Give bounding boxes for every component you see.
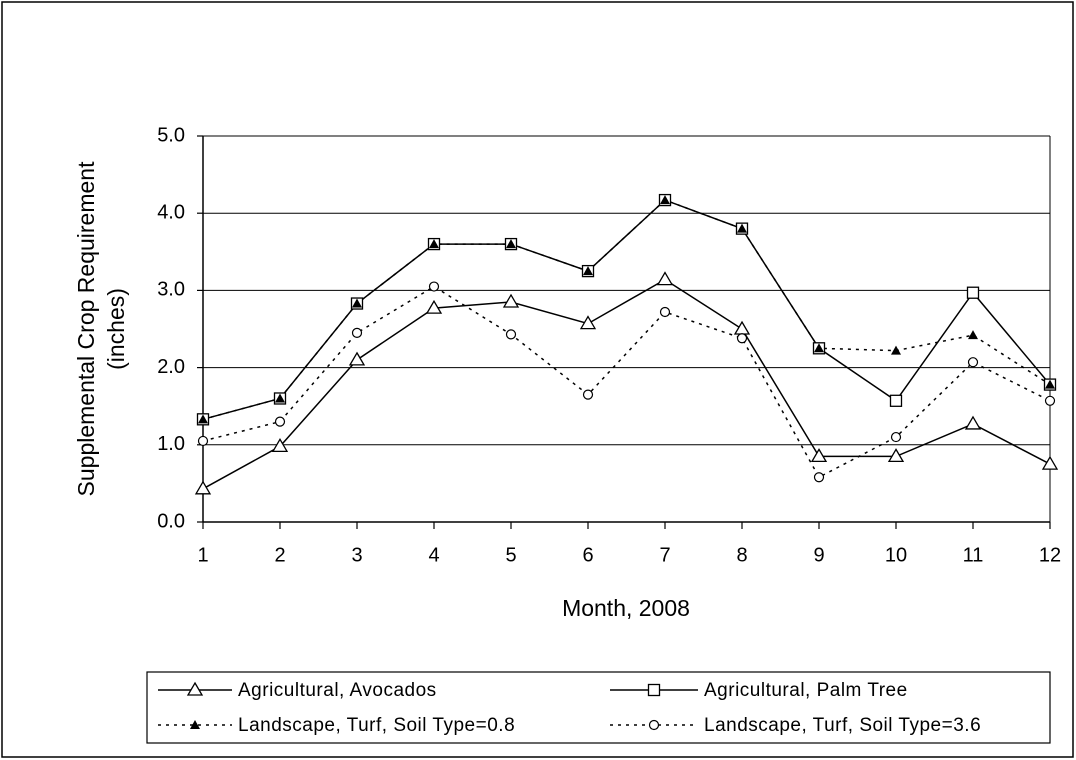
marker	[1045, 379, 1055, 389]
marker	[1044, 395, 1056, 406]
marker	[814, 343, 824, 353]
marker	[968, 330, 978, 340]
marker	[890, 431, 902, 443]
x-tick-label: 3	[351, 544, 362, 566]
marker	[966, 286, 980, 299]
legend-label: Landscape, Turf, Soil Type=0.8	[238, 715, 515, 736]
x-tick-label: 12	[1039, 544, 1061, 566]
marker	[506, 239, 516, 249]
y-tick-label: 5.0	[157, 124, 185, 146]
legend-marker	[190, 720, 200, 729]
marker	[579, 315, 597, 330]
marker	[813, 472, 825, 483]
marker	[889, 394, 903, 407]
legend-box	[146, 671, 1051, 744]
x-tick-label: 7	[659, 544, 670, 566]
y-axis-label: (inches)	[103, 288, 129, 370]
marker	[351, 327, 363, 338]
marker	[429, 239, 439, 249]
marker	[810, 448, 828, 463]
legend-label: Landscape, Turf, Soil Type=3.6	[704, 715, 981, 736]
marker	[891, 345, 901, 355]
y-tick-label: 3.0	[157, 279, 185, 301]
legend-label: Agricultural, Palm Tree	[704, 680, 908, 701]
x-tick-label: 10	[885, 544, 907, 566]
marker	[194, 480, 212, 495]
y-tick-label: 1.0	[157, 433, 185, 455]
y-axis-label: Supplemental Crop Requirement	[73, 161, 99, 497]
marker	[274, 416, 286, 427]
marker	[964, 415, 982, 430]
x-tick-label: 9	[813, 544, 824, 566]
x-tick-label: 6	[582, 544, 593, 566]
marker	[583, 266, 593, 276]
y-tick-label: 2.0	[157, 356, 185, 378]
series-line	[202, 278, 1051, 490]
marker	[582, 389, 594, 400]
marker	[197, 435, 209, 447]
legend-marker	[648, 719, 660, 731]
marker	[198, 414, 208, 424]
legend-label: Agricultural, Avocados	[238, 680, 437, 701]
x-axis-label: Month, 2008	[562, 595, 690, 621]
marker	[348, 351, 366, 366]
legend-marker	[186, 681, 204, 696]
marker	[425, 299, 443, 314]
marker	[502, 293, 520, 308]
marker	[887, 448, 905, 463]
marker	[352, 298, 362, 308]
x-tick-label: 2	[274, 544, 285, 566]
x-tick-label: 5	[505, 544, 516, 566]
x-tick-label: 8	[736, 544, 747, 566]
marker	[660, 195, 670, 205]
legend-marker	[647, 683, 661, 697]
marker	[505, 329, 517, 340]
x-tick-label: 11	[963, 544, 984, 566]
marker	[275, 393, 285, 403]
x-tick-label: 4	[428, 544, 439, 566]
marker	[428, 281, 440, 292]
y-tick-label: 4.0	[157, 201, 185, 223]
marker	[656, 271, 674, 286]
marker	[1041, 455, 1059, 470]
series-line	[202, 199, 1051, 421]
marker	[271, 438, 289, 452]
marker	[736, 333, 748, 344]
series-line	[202, 285, 1051, 479]
marker	[967, 357, 979, 368]
marker	[659, 306, 671, 318]
x-tick-label: 1	[197, 544, 208, 566]
marker	[737, 223, 747, 233]
y-tick-label: 0.0	[157, 510, 185, 532]
